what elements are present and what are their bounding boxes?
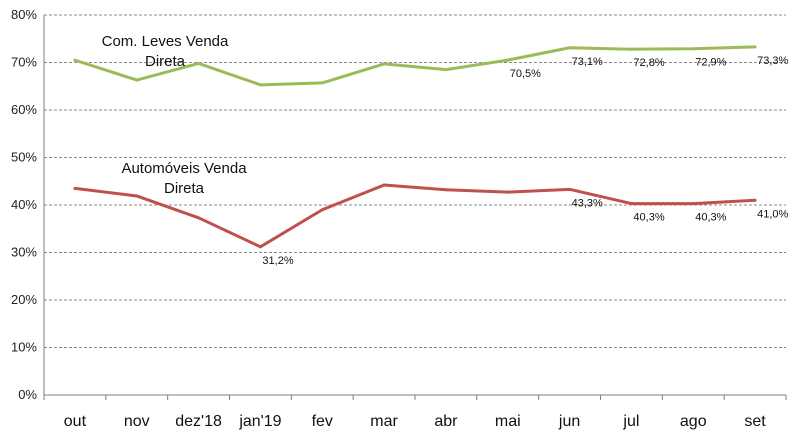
y-tick-label: 10% [11, 340, 37, 355]
data-point [444, 188, 448, 192]
data-point [568, 46, 572, 50]
data-point [135, 194, 139, 198]
y-axis-ticks: 0% 10% 20% 30% 40% 50% 60% 70% 80% [11, 7, 37, 402]
data-point [73, 58, 77, 62]
x-tick-label: mar [370, 413, 398, 430]
data-point [691, 202, 695, 206]
data-label: 72,9% [695, 57, 726, 69]
data-point [568, 187, 572, 191]
y-tick-label: 0% [18, 387, 37, 402]
series-label: Automóveis Venda [121, 160, 247, 177]
data-point [506, 58, 510, 62]
data-label: 41,0% [757, 208, 788, 220]
data-point [691, 47, 695, 51]
series-line-0 [74, 45, 756, 87]
series-labels: Com. Leves Venda Direta Automóveis Venda Di… [102, 33, 248, 197]
x-tick-label: nov [124, 413, 150, 430]
x-tick-label: out [64, 413, 87, 430]
data-point [258, 83, 262, 87]
data-label: 40,3% [633, 212, 664, 224]
x-tick-label: set [744, 413, 766, 430]
y-tick-label: 70% [11, 55, 37, 70]
data-point [320, 81, 324, 85]
gridlines [43, 14, 787, 400]
series-lines [73, 45, 757, 249]
x-tick-label: jun [558, 413, 580, 430]
y-tick-label: 50% [11, 150, 37, 165]
x-tick-label: mai [495, 413, 521, 430]
y-tick-label: 30% [11, 245, 37, 260]
data-label: 73,1% [572, 56, 603, 68]
data-point [444, 68, 448, 72]
y-tick-label: 20% [11, 292, 37, 307]
data-point [258, 245, 262, 249]
data-label: 73,3% [757, 55, 788, 67]
data-point [753, 45, 757, 49]
data-point [629, 47, 633, 51]
data-label: 31,2% [262, 255, 293, 267]
data-label: 70,5% [510, 68, 541, 80]
series-label: Direta [164, 180, 205, 197]
data-point [382, 62, 386, 66]
data-point [197, 216, 201, 220]
x-tick-label: fev [312, 413, 333, 430]
x-tick-label: ago [680, 413, 707, 430]
x-tick-label: jan'19 [238, 413, 281, 430]
x-axis-ticks: out nov dez'18 jan'19 fev mar abr mai jun jul ago s… [64, 413, 767, 430]
series-label: Com. Leves Venda [102, 33, 229, 50]
data-label: 43,3% [572, 197, 603, 209]
y-tick-label: 60% [11, 102, 37, 117]
data-labels: 70,5% 73,1% 72,8% 72,9% 73,3% 31,2% 43,3% 40,3%… [262, 55, 788, 267]
data-point [197, 61, 201, 65]
x-tick-label: abr [434, 413, 458, 430]
x-tick-label: jul [622, 413, 639, 430]
data-label: 40,3% [695, 212, 726, 224]
y-tick-label: 40% [11, 197, 37, 212]
series-label: Direta [145, 53, 186, 70]
x-tick-label: dez'18 [175, 413, 222, 430]
series-line-1 [74, 183, 756, 249]
data-point [320, 208, 324, 212]
y-tick-label: 80% [11, 7, 37, 22]
data-point [382, 183, 386, 187]
data-point [135, 78, 139, 82]
data-point [73, 186, 77, 190]
data-point [753, 198, 757, 202]
data-label: 72,8% [633, 57, 664, 69]
data-point [629, 202, 633, 206]
data-point [506, 190, 510, 194]
